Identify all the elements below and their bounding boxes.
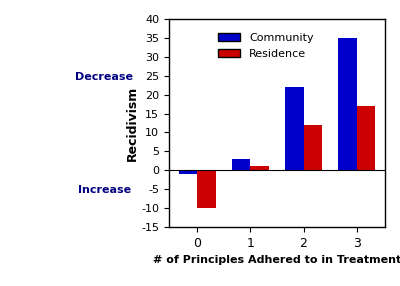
Legend: Community, Residence: Community, Residence <box>214 29 318 63</box>
Bar <box>285 87 304 170</box>
Text: Decrease: Decrease <box>75 72 133 82</box>
Bar <box>304 125 322 170</box>
Bar <box>250 166 269 170</box>
Bar <box>179 170 197 174</box>
Bar <box>338 38 357 170</box>
Y-axis label: Recidivism: Recidivism <box>126 86 138 161</box>
Bar <box>357 106 375 170</box>
Bar <box>197 170 216 208</box>
Bar <box>232 159 250 170</box>
Text: Increase: Increase <box>78 184 131 194</box>
X-axis label: # of Principles Adhered to in Treatment: # of Principles Adhered to in Treatment <box>153 255 400 265</box>
